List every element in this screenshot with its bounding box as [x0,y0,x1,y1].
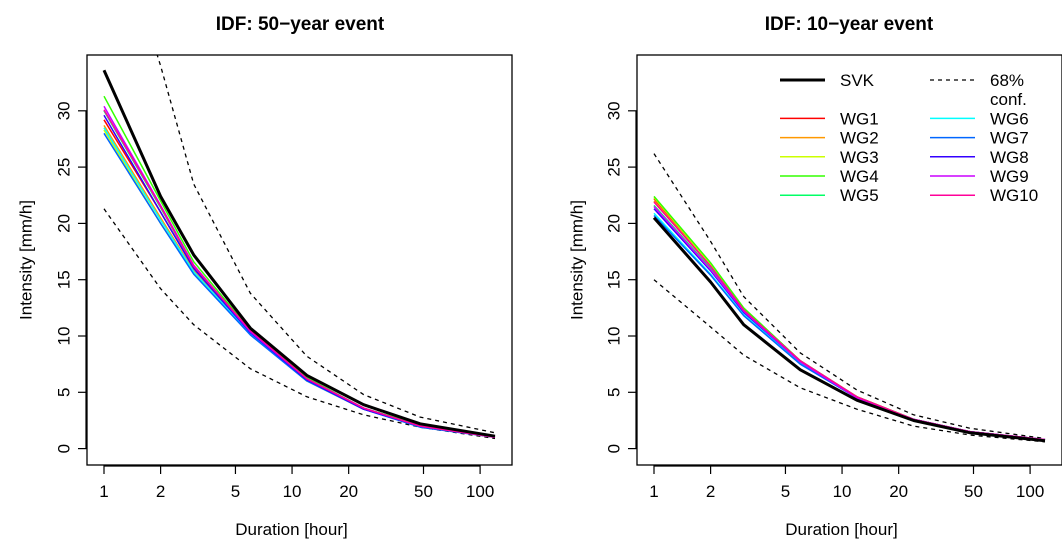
series-line-wg10 [103,109,496,439]
legend-label: WG1 [840,109,879,128]
x-tick-label: 5 [781,482,790,501]
chart-title: IDF: 10−year event [765,14,934,35]
series-line-wg9 [653,205,1046,441]
series-line-svk [652,216,1046,443]
x-tick-label: 20 [339,482,358,501]
legend-label: WG10 [990,186,1038,205]
series-line-wg10 [653,201,1046,441]
series-line-68-conf [156,55,496,434]
legend-label: conf. [990,90,1027,109]
plot-frame [636,54,1062,466]
y-tick-label: 5 [604,388,623,397]
series-line-wg6 [103,127,496,439]
legend-label: SVK [840,71,875,90]
series-line-wg5 [103,110,496,439]
x-tick-label: 100 [466,482,494,501]
y-tick-label: 30 [604,101,623,120]
legend-label: WG4 [840,167,879,186]
y-tick-label: 20 [604,214,623,233]
legend-label: WG8 [990,148,1029,167]
x-tick-label: 2 [156,482,165,501]
plot-frame [86,54,513,466]
series-line-wg1 [103,119,496,439]
series-line-68-conf [103,208,496,440]
x-tick-label: 20 [889,482,908,501]
series-line-wg6 [653,212,1046,441]
chart-title: IDF: 50−year event [216,14,385,35]
y-tick-label: 0 [54,444,73,453]
series-line-wg5 [653,204,1046,441]
series-line-wg8 [103,114,496,439]
y-axis-label: Intensity [mm/h] [567,200,586,320]
x-tick-label: 10 [283,482,302,501]
series-line-svk [102,69,496,438]
series-line-wg9 [103,105,496,439]
x-tick-label: 10 [833,482,852,501]
y-tick-label: 10 [54,327,73,346]
x-tick-label: 100 [1016,482,1044,501]
legend-label: WG5 [840,186,879,205]
y-tick-label: 0 [604,444,623,453]
y-tick-label: 25 [54,158,73,177]
y-tick-label: 30 [54,101,73,120]
legend-label: WG2 [840,129,879,148]
series-line-68-conf [653,153,1046,440]
series-line-wg8 [653,208,1046,441]
x-axis-label: Duration [hour] [785,520,897,539]
legend-label: WG9 [990,167,1029,186]
x-tick-label: 50 [414,482,433,501]
x-tick-label: 1 [99,482,108,501]
series-line-wg1 [653,198,1046,441]
legend-label: WG3 [840,148,879,167]
y-axis-label: Intensity [mm/h] [16,200,35,320]
x-tick-label: 1 [649,482,658,501]
series-line-wg2 [103,125,496,439]
legend-label: 68% [990,71,1024,90]
series-line-wg2 [653,200,1046,441]
y-tick-label: 5 [54,388,73,397]
y-tick-label: 15 [54,270,73,289]
legend-label: WG6 [990,109,1029,128]
y-tick-label: 15 [604,270,623,289]
series-line-wg4 [103,95,496,437]
y-tick-label: 20 [54,214,73,233]
legend-label: WG7 [990,129,1029,148]
series-line-wg4 [653,195,1046,441]
x-axis-label: Duration [hour] [235,520,347,539]
series-line-wg7 [103,132,496,439]
x-tick-label: 2 [706,482,715,501]
y-tick-label: 10 [604,327,623,346]
x-tick-label: 50 [964,482,983,501]
y-tick-label: 25 [604,158,623,177]
series-line-wg3 [103,129,496,439]
series-line-wg3 [653,197,1046,441]
series-line-68-conf [653,279,1046,443]
x-tick-label: 5 [231,482,240,501]
